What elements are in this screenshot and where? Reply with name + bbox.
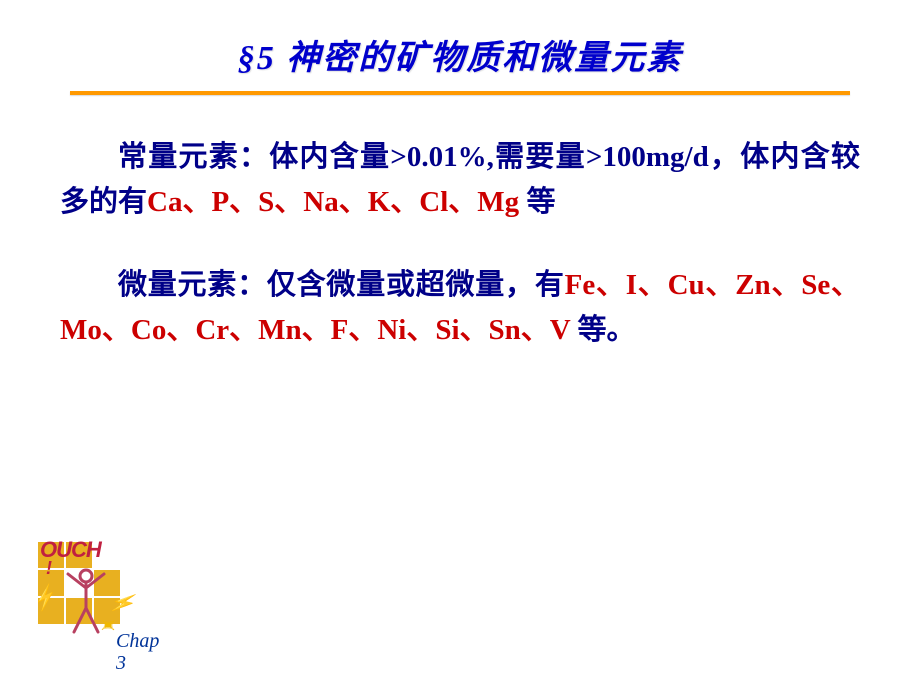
chapter-label: Chap 3 [116,630,159,674]
person-icon [58,566,114,638]
trace-tail: 等。 [570,314,635,346]
chap-word: Chap [116,630,159,652]
slide-title: §5 神密的矿物质和微量元素 [60,30,860,79]
trace-lead: 微量元素：仅含微量或超微量，有 [118,269,565,301]
macro-tail: 等 [519,186,555,218]
chap-number: 3 [116,652,126,674]
slide: §5 神密的矿物质和微量元素 常量元素：体内含量>0.01%,需要量>100mg… [0,0,920,690]
footer-graphic: OUCH ! ⚡ ⚡ ✦ Chap 3 [38,542,188,672]
ouch-icon: OUCH ! ⚡ ⚡ ✦ [38,542,148,642]
macro-elements: Ca、P、S、Na、K、Cl、Mg [147,186,519,218]
paragraph-macro: 常量元素：体内含量>0.01%,需要量>100mg/d，体内含较多的有Ca、P、… [60,135,860,225]
paragraph-trace: 微量元素：仅含微量或超微量，有Fe、I、Cu、Zn、Se、Mo、Co、Cr、Mn… [60,263,860,353]
title-underline [70,91,850,95]
